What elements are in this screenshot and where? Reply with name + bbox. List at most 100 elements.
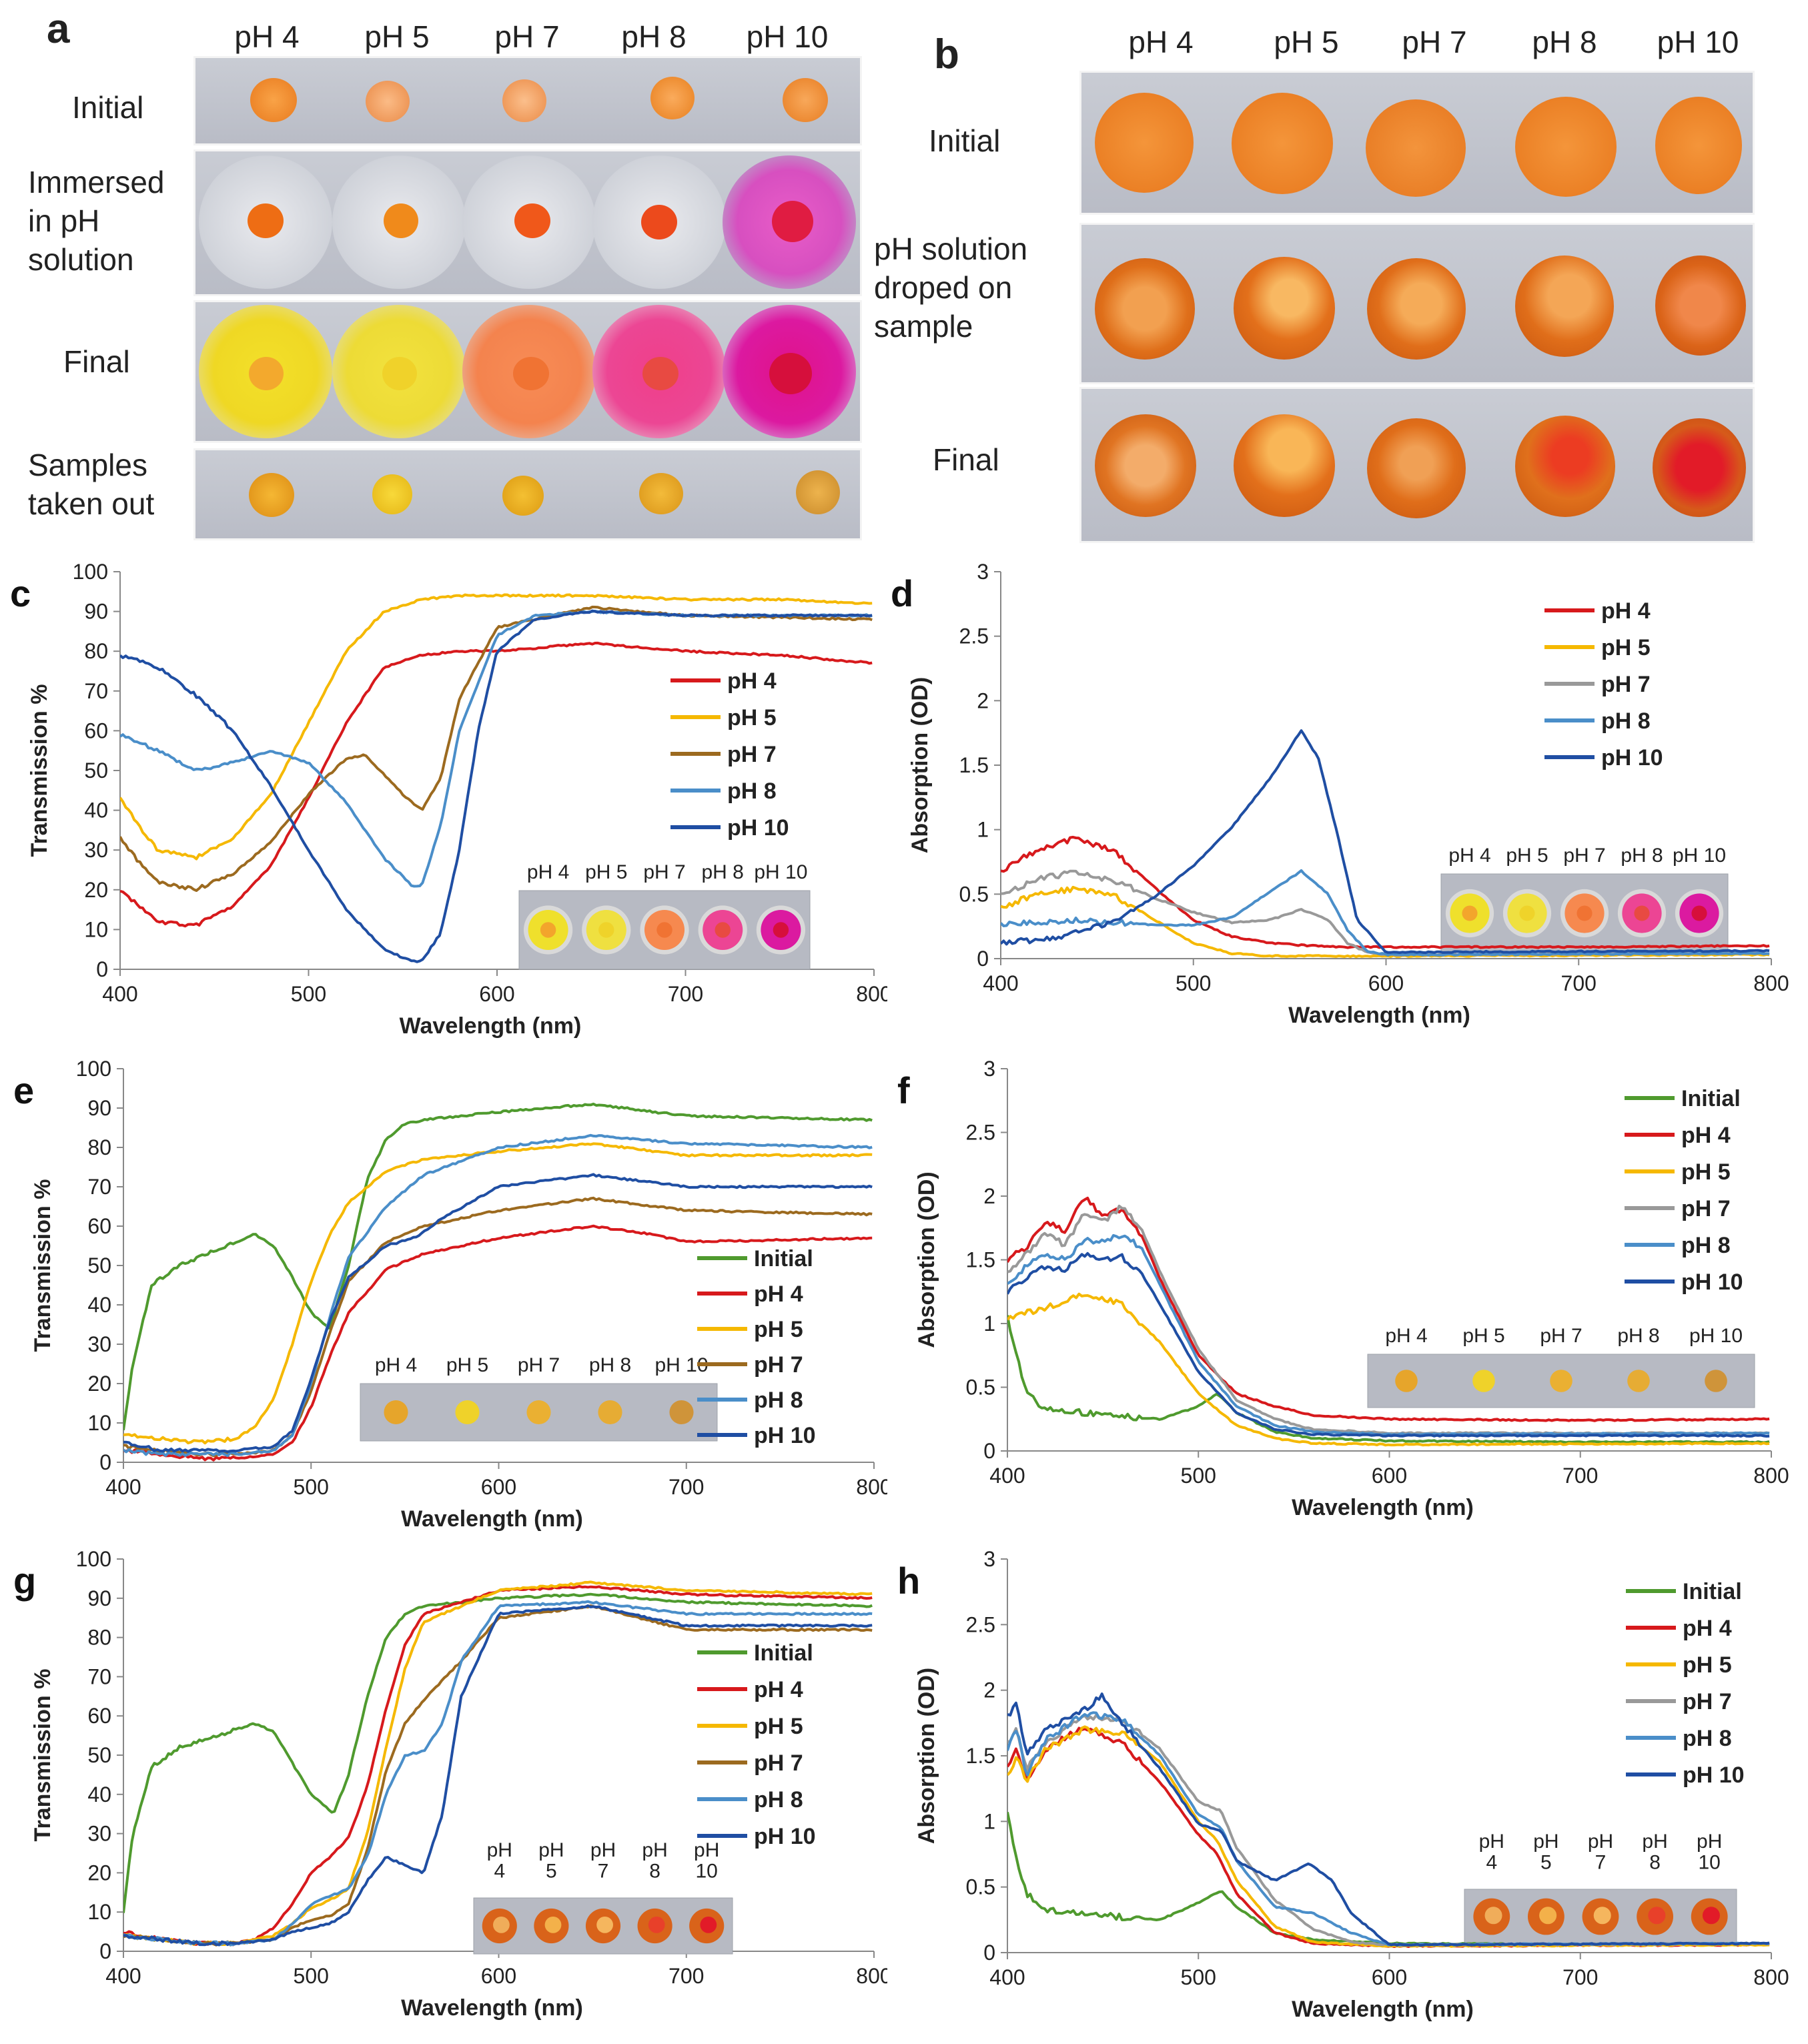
inset-sample [1462,905,1478,921]
legend-label: pH 4 [754,1282,803,1307]
photo-b-final [1079,387,1755,543]
y-tick-label: 2.5 [966,1612,995,1636]
y-tick-label: 20 [87,1372,111,1396]
series-line-initial [123,1102,873,1431]
x-tick-label: 500 [1181,1965,1216,1989]
x-tick-label: 400 [989,1965,1025,1989]
column-header: pH 10 [1657,25,1739,59]
legend-label: pH 7 [1683,1689,1732,1714]
y-tick-label: 20 [87,1861,111,1885]
column-header: pH 8 [621,19,687,54]
x-tick-label: 600 [481,1964,516,1988]
y-axis-title: Transmission % [30,1179,55,1352]
x-tick-label: 700 [1562,1965,1598,1989]
inset-sample [384,1400,408,1425]
x-tick-label: 500 [294,1964,329,1988]
chart-c: c 0 10 20 30 40 50 60 70 80 90 100 400 500 600 700 800 Wa… [10,560,887,1039]
inset-spot [648,1916,665,1933]
y-tick-label: 1 [983,1809,995,1833]
x-tick-label: 800 [1753,1965,1789,1989]
inset-label: pH 5 [538,1839,564,1883]
y-tick-label: 0 [96,957,108,981]
x-tick-label: 700 [1562,1464,1598,1488]
column-header: pH 4 [234,19,300,54]
y-axis-title: Transmission % [27,684,52,857]
y-tick-label: 3 [983,1057,995,1081]
x-tick-label: 800 [1753,1464,1789,1488]
y-tick-label: 30 [87,1822,111,1846]
chart-e: e 0 10 20 30 40 50 60 70 80 90 100 400 500 600 700 800 Wa… [13,1057,887,1532]
legend-label: Initial [1681,1086,1741,1111]
y-tick-label: 0 [977,947,989,971]
legend-label: Initial [1683,1579,1742,1604]
inset-spot [700,1916,717,1933]
inset-label: pH 7 [1540,1325,1582,1347]
y-axis-title: Absorption (OD) [914,1668,939,1844]
y-tick-label: 2.5 [966,1121,995,1145]
row-label: Final [63,344,130,379]
legend-label: pH 10 [1681,1269,1743,1295]
inset-label: pH 10 [1673,845,1726,867]
y-tick-label: 60 [84,718,108,742]
y-tick-label: 10 [87,1411,111,1435]
inset-label: pH 8 [642,1839,667,1883]
column-header: pH 8 [1532,25,1597,59]
series-line-ph-7 [120,605,873,892]
x-tick-label: 800 [856,1964,887,1988]
y-tick-label: 70 [87,1175,111,1199]
inset-sample [656,922,672,938]
inset-sample [1395,1370,1418,1392]
x-tick-label: 700 [668,1964,704,1988]
y-tick-label: 0.5 [966,1376,995,1400]
inset-spot [1484,1907,1502,1925]
y-tick-label: 30 [87,1332,111,1356]
inset-label: pH 8 [1642,1831,1667,1874]
inset-label: pH 5 [1533,1831,1558,1874]
y-tick-label: 0 [99,1939,111,1963]
row-label: Initial [929,123,1001,158]
series-line-ph-10 [1007,1692,1770,1947]
y-tick-label: 3 [983,1551,995,1571]
x-tick-label: 500 [1181,1464,1216,1488]
x-tick-label: 400 [983,971,1018,995]
series-line-ph-5 [123,1142,873,1445]
chart-d: d 0 0.5 1 1.5 2 2.5 3 400 500 600 700 800 Wavelength … [891,560,1789,1028]
panel-label: e [13,1069,34,1111]
row-label: Final [933,442,999,477]
legend-label: pH 10 [1683,1762,1745,1788]
panel-label-a: a [47,6,70,52]
legend-label: pH 10 [754,1423,816,1448]
y-tick-label: 1.5 [966,1248,995,1272]
legend-label: pH 5 [1683,1652,1732,1678]
inset-spot [1593,1907,1611,1925]
inset-label: pH 5 [1506,845,1548,867]
x-tick-label: 400 [105,1475,141,1499]
inset-label: pH 4 [487,1839,512,1883]
inset-label: pH 4 [527,861,569,883]
y-tick-label: 20 [84,878,108,902]
inset-sample [1550,1370,1572,1392]
x-tick-label: 600 [479,982,514,1006]
photo-a-initial [193,56,862,145]
x-tick-label: 800 [856,982,887,1006]
x-axis-title: Wavelength (nm) [1288,1003,1470,1028]
inset-spot [1648,1907,1666,1925]
photo-b-droped [1079,223,1755,384]
inset-label: pH 8 [1621,845,1663,867]
inset-spot [1702,1907,1720,1925]
panel-label: c [10,572,31,614]
inset-label: pH 7 [643,861,685,883]
legend-label: pH 10 [1601,745,1663,771]
legend-label: pH 4 [1681,1123,1731,1148]
photo-b-initial [1079,71,1755,215]
series-line-ph-4 [1007,1196,1770,1422]
y-tick-label: 3 [977,560,989,584]
y-tick-label: 0 [983,1941,995,1965]
inset-sample [540,922,556,938]
y-tick-label: 2 [977,688,989,712]
inset-label: pH 5 [1462,1325,1504,1347]
inset-sample [773,922,789,938]
legend-label: pH 10 [754,1824,816,1849]
column-header: pH 10 [746,19,829,54]
panel-label: f [897,1069,910,1111]
